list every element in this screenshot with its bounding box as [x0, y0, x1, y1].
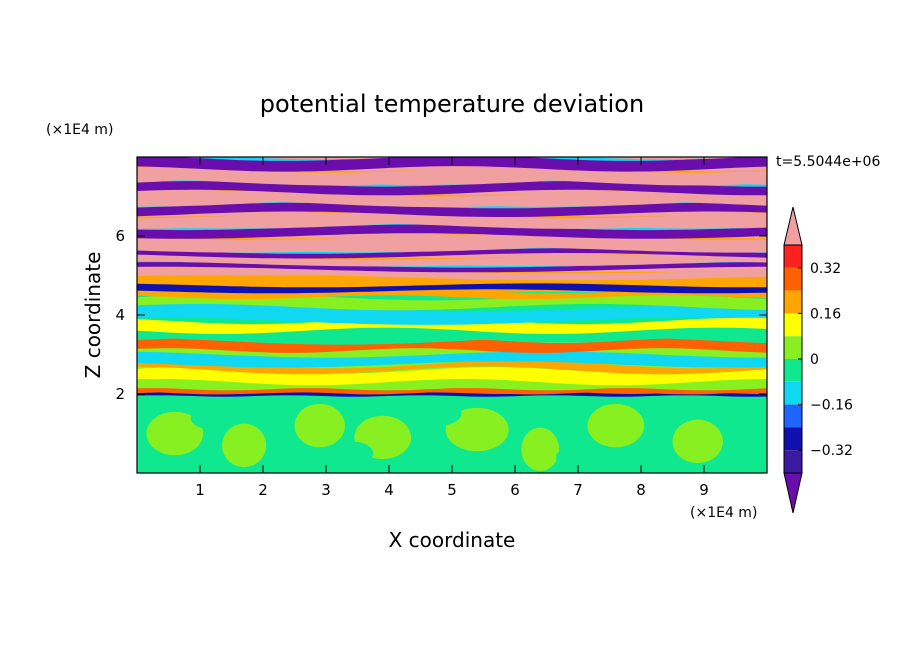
field-band	[137, 294, 767, 311]
field-band	[137, 211, 767, 229]
colorbar-tick-label: 0	[810, 352, 819, 368]
field-band	[137, 223, 767, 239]
field-band	[137, 201, 767, 217]
field-band	[137, 303, 767, 325]
field-blob	[521, 427, 560, 472]
y-tick-label: 4	[115, 306, 125, 324]
x-axis-label: X coordinate	[389, 528, 516, 552]
field-blob	[445, 407, 509, 452]
field-blob	[222, 423, 267, 468]
x-axis: 1 2 3 4 5 6 7 8 9	[195, 157, 709, 499]
field-blob	[190, 405, 235, 430]
field-band	[137, 266, 767, 281]
x-tick-label: 3	[321, 481, 331, 499]
time-label: t=5.5044e+06	[776, 154, 880, 170]
colorbar-segment	[784, 267, 802, 291]
field-band	[137, 388, 767, 395]
field-blob	[555, 445, 601, 470]
x-tick-label: 8	[636, 481, 646, 499]
field-blob	[294, 403, 345, 448]
colorbar-segment	[784, 359, 802, 382]
field-blob	[329, 441, 374, 466]
field-band	[137, 247, 767, 259]
field-band	[137, 338, 767, 353]
field-band	[137, 189, 767, 208]
colorbar-tick-label: −0.32	[810, 443, 853, 459]
colorbar-segment	[784, 450, 802, 473]
field-band	[137, 367, 767, 386]
colorbar-segment	[784, 336, 802, 359]
x-tick-label: 5	[447, 481, 457, 499]
colorbar-segment	[784, 313, 802, 337]
x-tick-label: 6	[510, 481, 520, 499]
field-band	[137, 283, 767, 294]
x-tick-label: 2	[258, 481, 268, 499]
z-unit-label: (×1E4 m)	[46, 122, 113, 138]
colorbar-segment	[784, 381, 802, 405]
y-tick-label: 2	[115, 385, 125, 403]
field-band	[137, 289, 767, 300]
colorbar-tick-label: −0.16	[810, 398, 853, 414]
field-blob	[672, 419, 723, 464]
y-axis-label: Z coordinate	[81, 252, 105, 379]
colorbar-extend-top	[783, 206, 803, 246]
field-blob	[587, 403, 645, 448]
colorbar-tick-label: 0.32	[810, 261, 841, 277]
colorbar-segment	[784, 290, 802, 314]
plot-area	[137, 157, 767, 473]
field-blob	[417, 401, 462, 426]
colorbar-segment	[784, 245, 802, 268]
colorbar-tick-label: 0.16	[810, 306, 841, 322]
x-tick-label: 4	[384, 481, 394, 499]
field-band	[137, 360, 767, 375]
x-unit-label: (×1E4 m)	[690, 505, 757, 521]
x-tick-label: 7	[573, 481, 583, 499]
colorbar-segment	[784, 427, 802, 451]
field-blob	[713, 401, 758, 426]
y-tick-label: 6	[115, 227, 125, 245]
field-band	[137, 392, 767, 397]
field-band	[137, 351, 767, 368]
y-axis: 2 4 6	[115, 227, 767, 403]
x-tick-label: 1	[195, 481, 205, 499]
field-band	[137, 317, 767, 334]
field-blob	[146, 411, 204, 456]
x-tick-label: 9	[699, 481, 709, 499]
colorbar-extend-bottom	[783, 472, 803, 514]
colorbar: 0.32 0.16 0 −0.16 −0.32	[783, 206, 853, 514]
chart-title: potential temperature deviation	[260, 90, 644, 118]
colorbar-segment	[784, 404, 802, 428]
field-band	[174, 157, 740, 161]
